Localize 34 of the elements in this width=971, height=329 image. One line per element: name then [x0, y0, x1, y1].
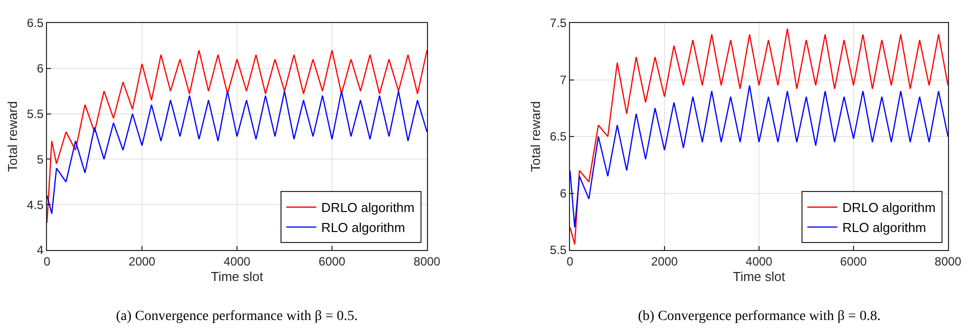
legend-label: RLO algorithm [842, 220, 926, 236]
x-tick-label: 2000 [128, 254, 156, 268]
text: (b) Convergence performance with β = 0.8. [638, 309, 881, 324]
x-axis-title: Time slot [210, 269, 264, 284]
x-tick-label: 8000 [414, 254, 441, 268]
y-tick-label: 6 [560, 186, 567, 200]
y-tick-label: 6 [36, 62, 44, 76]
legend-label: DRLO algorithm [321, 200, 415, 216]
x-tick-label: 0 [566, 254, 574, 268]
y-axis-title: Total reward [528, 101, 543, 172]
line-series [570, 28, 948, 245]
x-tick-label: 6000 [840, 254, 868, 268]
text: (a) Convergence performance with β = 0.5. [116, 309, 358, 324]
y-tick-label: 4 [36, 243, 44, 258]
y-axis-title: Total reward [4, 101, 20, 172]
y-tick-label: 6.5 [26, 16, 44, 30]
y-tick-label: 6.5 [550, 130, 567, 144]
x-tick-label: 0 [44, 254, 51, 268]
y-tick-label: 7.5 [550, 16, 567, 30]
x-tick-label: 6000 [318, 254, 346, 268]
y-tick-label: 4.5 [26, 198, 44, 212]
y-tick-label: 5.5 [550, 243, 567, 258]
y-tick-label: 5 [36, 152, 44, 166]
x-tick-label: 8000 [934, 254, 962, 268]
x-axis-title: Time slot [732, 269, 786, 284]
x-tick-label: 4000 [224, 254, 251, 268]
y-tick-label: 7 [560, 72, 567, 87]
x-tick-label: 2000 [651, 254, 678, 268]
x-tick-label: 4000 [746, 254, 773, 268]
line-series [47, 50, 427, 224]
legend-label: DRLO algorithm [842, 200, 936, 216]
line-series [47, 90, 427, 214]
y-tick-label: 5.5 [26, 107, 44, 121]
legend-label: RLO algorithm [321, 220, 406, 236]
